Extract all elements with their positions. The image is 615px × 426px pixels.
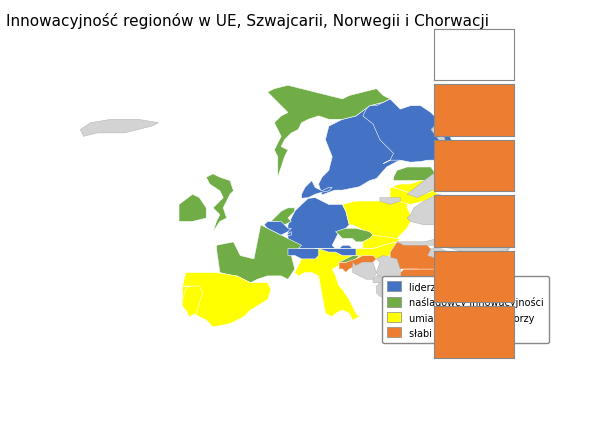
Polygon shape (179, 195, 206, 222)
Polygon shape (424, 283, 540, 327)
Polygon shape (295, 249, 359, 320)
Polygon shape (394, 167, 438, 181)
Polygon shape (271, 208, 295, 225)
Polygon shape (387, 283, 400, 293)
Polygon shape (376, 256, 400, 283)
Polygon shape (319, 103, 423, 196)
Polygon shape (315, 249, 363, 256)
Polygon shape (380, 198, 400, 205)
Polygon shape (288, 198, 359, 249)
Polygon shape (390, 181, 438, 195)
Text: Innowacyjność regionów w UE, Szwajcarii, Norwegii i Chorwacji: Innowacyjność regionów w UE, Szwajcarii,… (6, 13, 489, 29)
Polygon shape (206, 174, 234, 232)
Polygon shape (397, 222, 509, 276)
Polygon shape (336, 229, 373, 242)
Polygon shape (407, 96, 475, 198)
Polygon shape (376, 283, 387, 296)
Polygon shape (183, 273, 271, 327)
Polygon shape (373, 276, 383, 283)
Polygon shape (286, 232, 292, 236)
Polygon shape (183, 286, 203, 317)
Polygon shape (216, 225, 301, 283)
Polygon shape (363, 100, 451, 164)
Polygon shape (343, 201, 411, 239)
Polygon shape (288, 249, 319, 259)
Polygon shape (407, 195, 465, 225)
Polygon shape (81, 120, 159, 137)
Polygon shape (339, 256, 376, 273)
Polygon shape (427, 249, 451, 263)
Polygon shape (363, 236, 400, 249)
Polygon shape (268, 86, 390, 178)
Polygon shape (301, 181, 332, 199)
Polygon shape (264, 222, 292, 236)
Polygon shape (390, 188, 438, 205)
Polygon shape (390, 242, 448, 276)
Polygon shape (339, 256, 359, 263)
Polygon shape (356, 242, 400, 263)
Legend: liderzy innowacji, naśladowcy innowacyjności, umiarkowani innowatorzy, słabi inn: liderzy innowacji, naśladowcy innowacyjn… (382, 277, 549, 343)
Polygon shape (397, 270, 441, 290)
Polygon shape (383, 283, 427, 324)
Polygon shape (352, 263, 376, 279)
